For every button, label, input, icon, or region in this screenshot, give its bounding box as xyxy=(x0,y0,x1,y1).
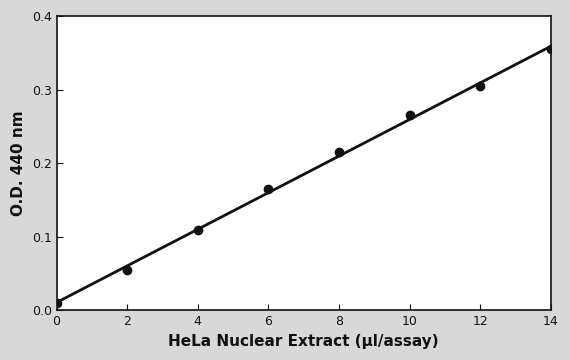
Y-axis label: O.D. 440 nm: O.D. 440 nm xyxy=(11,111,26,216)
X-axis label: HeLa Nuclear Extract (μl/assay): HeLa Nuclear Extract (μl/assay) xyxy=(169,334,439,349)
